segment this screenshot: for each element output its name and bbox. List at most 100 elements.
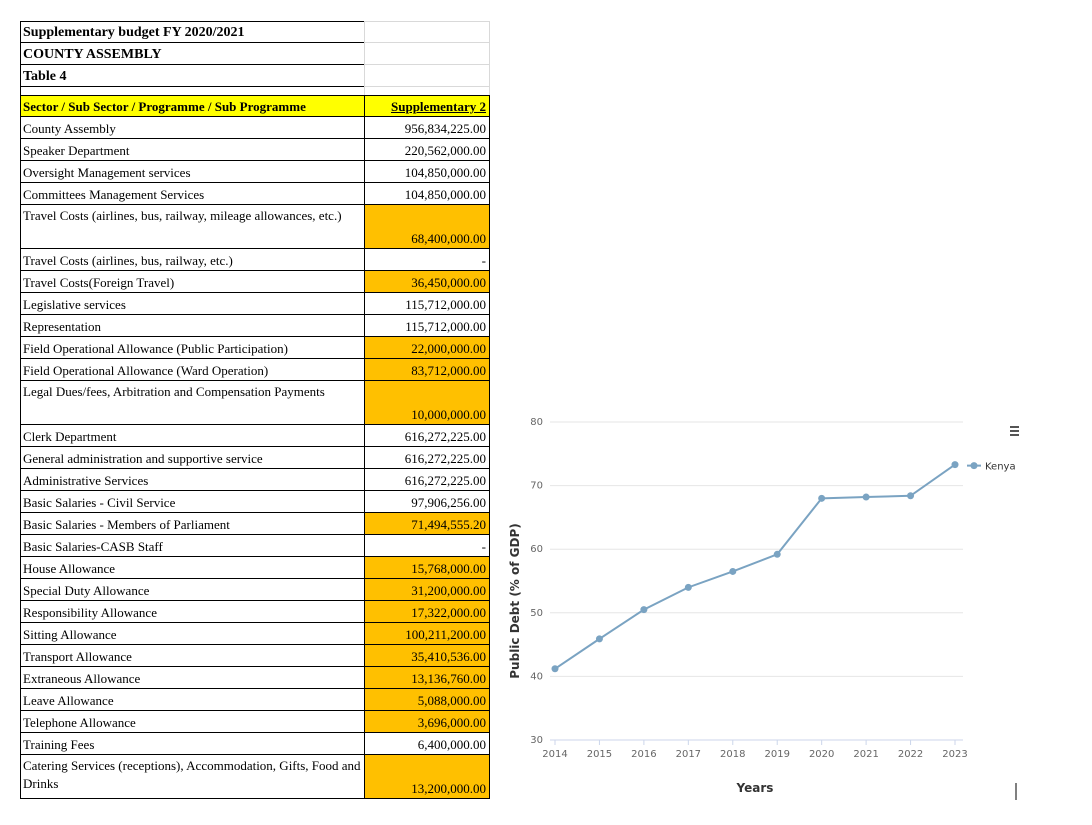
table-row: General administration and supportive se…	[20, 447, 490, 469]
row-label: Sitting Allowance	[20, 623, 364, 645]
header-row: Sector / Sub Sector / Programme / Sub Pr…	[20, 95, 490, 117]
row-value: 5,088,000.00	[364, 689, 490, 711]
column-header-programme: Sector / Sub Sector / Programme / Sub Pr…	[20, 95, 364, 117]
legend-label: Kenya	[985, 462, 1016, 473]
table-row: Catering Services (receptions), Accommod…	[20, 755, 490, 799]
row-label: Legal Dues/fees, Arbitration and Compens…	[20, 381, 364, 425]
row-label: Field Operational Allowance (Ward Operat…	[20, 359, 364, 381]
row-value: 10,000,000.00	[364, 381, 490, 425]
row-value: 3,696,000.00	[364, 711, 490, 733]
row-label: Basic Salaries-CASB Staff	[20, 535, 364, 557]
row-value: 616,272,225.00	[364, 447, 490, 469]
empty-cell	[20, 87, 364, 95]
row-label: Travel Costs(Foreign Travel)	[20, 271, 364, 293]
row-value: -	[364, 535, 490, 557]
empty-cell	[364, 87, 490, 95]
x-tick-label: 2021	[853, 749, 878, 760]
public-debt-chart: 30 40 50 60 70 80 2014 2015 2016 2017 2018 2019 2020…	[505, 410, 1025, 805]
table-row: Travel Costs (airlines, bus, railway, mi…	[20, 205, 490, 249]
row-value: 104,850,000.00	[364, 183, 490, 205]
empty-cell	[364, 65, 490, 87]
x-tick-label: 2023	[942, 749, 967, 760]
x-tick-label: 2017	[676, 749, 701, 760]
title-text: Table 4	[20, 65, 364, 87]
row-value: 71,494,555.20	[364, 513, 490, 535]
row-label: Oversight Management services	[20, 161, 364, 183]
y-axis-title: Public Debt (% of GDP)	[508, 523, 522, 678]
table-row: Telephone Allowance 3,696,000.00	[20, 711, 490, 733]
row-label: Basic Salaries - Members of Parliament	[20, 513, 364, 535]
table-row: House Allowance 15,768,000.00	[20, 557, 490, 579]
y-tick-label: 50	[530, 608, 543, 619]
row-label: Committees Management Services	[20, 183, 364, 205]
budget-table: Supplementary budget FY 2020/2021 COUNTY …	[20, 21, 490, 799]
data-point	[595, 635, 603, 643]
row-label: Special Duty Allowance	[20, 579, 364, 601]
data-point	[640, 606, 648, 614]
hamburger-menu-icon	[1010, 426, 1019, 428]
row-value: 36,450,000.00	[364, 271, 490, 293]
row-label: Speaker Department	[20, 139, 364, 161]
row-label: Extraneous Allowance	[20, 667, 364, 689]
row-value: 17,322,000.00	[364, 601, 490, 623]
data-point	[551, 665, 559, 673]
row-label: Representation	[20, 315, 364, 337]
row-value: 220,562,000.00	[364, 139, 490, 161]
row-label: Travel Costs (airlines, bus, railway, et…	[20, 249, 364, 271]
x-axis-title: Years	[736, 781, 774, 795]
row-value: -	[364, 249, 490, 271]
row-label: Travel Costs (airlines, bus, railway, mi…	[20, 205, 364, 249]
data-point	[729, 567, 737, 575]
row-label: Legislative services	[20, 293, 364, 315]
table-row: Committees Management Services 104,850,00…	[20, 183, 490, 205]
title-text: COUNTY ASSEMBLY	[20, 43, 364, 65]
table-row: Sitting Allowance 100,211,200.00	[20, 623, 490, 645]
row-label: House Allowance	[20, 557, 364, 579]
table-row: Basic Salaries - Civil Service 97,906,256…	[20, 491, 490, 513]
table-row: Field Operational Allowance (Public Part…	[20, 337, 490, 359]
row-label: Field Operational Allowance (Public Part…	[20, 337, 364, 359]
table-row: Transport Allowance 35,410,536.00	[20, 645, 490, 667]
legend-marker	[970, 462, 978, 470]
table-row: Responsibility Allowance 17,322,000.00	[20, 601, 490, 623]
table-row: Legislative services 115,712,000.00	[20, 293, 490, 315]
title-row: COUNTY ASSEMBLY	[20, 43, 490, 65]
row-value: 13,136,760.00	[364, 667, 490, 689]
row-value: 31,200,000.00	[364, 579, 490, 601]
y-tick-label: 30	[530, 735, 543, 746]
table-row: Representation 115,712,000.00	[20, 315, 490, 337]
title-text: Supplementary budget FY 2020/2021	[20, 21, 364, 43]
y-tick-label: 60	[530, 544, 543, 555]
data-point	[862, 493, 870, 501]
table-row: Speaker Department 220,562,000.00	[20, 139, 490, 161]
row-label: Basic Salaries - Civil Service	[20, 491, 364, 513]
column-header-supplementary: Supplementary 2	[364, 95, 490, 117]
data-point	[773, 550, 781, 558]
row-value: 956,834,225.00	[364, 117, 490, 139]
y-tick-label: 40	[530, 671, 543, 682]
row-label: Administrative Services	[20, 469, 364, 491]
y-tick-label: 80	[530, 417, 543, 428]
row-value: 6,400,000.00	[364, 733, 490, 755]
row-value: 15,768,000.00	[364, 557, 490, 579]
table-row: Training Fees 6,400,000.00	[20, 733, 490, 755]
x-tick-label: 2022	[898, 749, 923, 760]
table-row: Oversight Management services 104,850,000…	[20, 161, 490, 183]
table-row: County Assembly 956,834,225.00	[20, 117, 490, 139]
empty-cell	[364, 21, 490, 43]
x-tick-label: 2020	[809, 749, 834, 760]
row-value: 22,000,000.00	[364, 337, 490, 359]
row-label: Transport Allowance	[20, 645, 364, 667]
row-value: 104,850,000.00	[364, 161, 490, 183]
series-line-kenya	[554, 463, 956, 670]
row-value: 83,712,000.00	[364, 359, 490, 381]
title-row: Table 4	[20, 65, 490, 87]
y-tick-label: 70	[530, 481, 543, 492]
table-row: Field Operational Allowance (Ward Operat…	[20, 359, 490, 381]
spacer-row	[20, 87, 490, 95]
x-tick-label: 2016	[631, 749, 656, 760]
chart-svg: 30 40 50 60 70 80 2014 2015 2016 2017 2018 2019 2020…	[508, 417, 1019, 800]
table-row: Basic Salaries-CASB Staff -	[20, 535, 490, 557]
row-value: 115,712,000.00	[364, 315, 490, 337]
row-label: County Assembly	[20, 117, 364, 139]
